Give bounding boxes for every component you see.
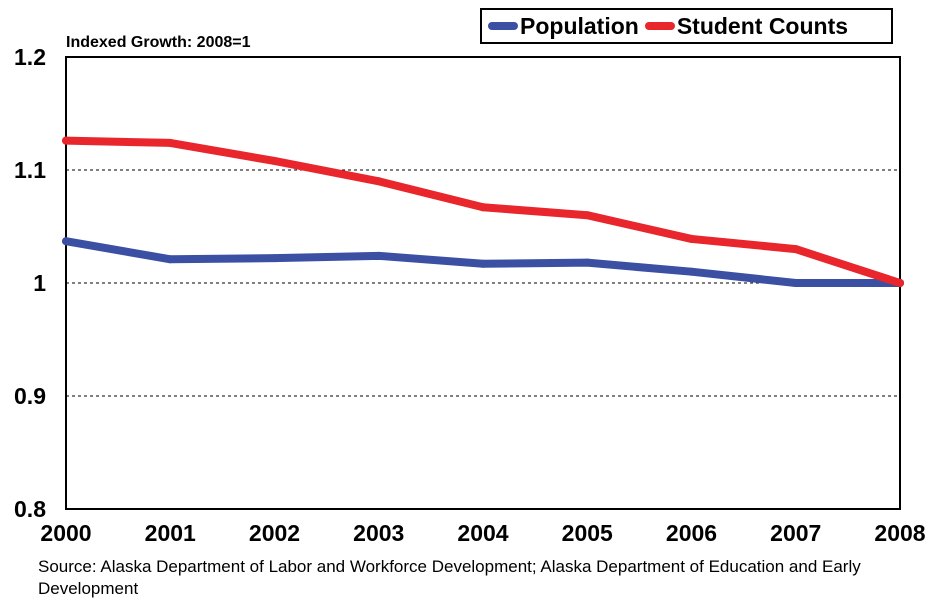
data-point-population-2000	[62, 237, 70, 246]
x-tick-label-2003: 2003	[353, 520, 404, 546]
x-tick-label-2002: 2002	[249, 520, 300, 546]
x-tick-label-2006: 2006	[666, 520, 717, 546]
legend-item-student-counts: Student Counts	[644, 12, 849, 40]
data-point-population-2001	[166, 255, 175, 264]
data-point-population-2007	[791, 279, 800, 287]
data-point-population-2006	[687, 267, 696, 276]
data-point-student-counts-2008	[896, 279, 904, 287]
data-point-student-counts-2003	[374, 177, 383, 186]
x-tick-label-2004: 2004	[457, 520, 508, 546]
legend: Population Student Counts	[480, 8, 893, 44]
x-tick-label-2000: 2000	[40, 520, 91, 546]
x-tick-label-2005: 2005	[562, 520, 613, 546]
data-point-population-2005	[583, 258, 592, 267]
x-axis-ticks: 2000 2001 2002 2003 2004 2005 2006 2007 2008	[40, 520, 925, 546]
legend-item-population: Population	[488, 13, 639, 40]
y-tick-label-3: 1.1	[14, 157, 46, 183]
data-point-population-2002	[270, 254, 279, 263]
x-tick-label-2008: 2008	[874, 520, 925, 546]
data-point-student-counts-2007	[791, 245, 800, 254]
y-tick-label-4: 1.2	[14, 44, 46, 70]
series-lines	[62, 136, 904, 287]
x-tick-label-2001: 2001	[145, 520, 196, 546]
x-tick-label-2007: 2007	[770, 520, 821, 546]
legend-swatch-student-counts	[644, 22, 675, 30]
data-point-population-2003	[374, 251, 383, 260]
gridlines	[66, 169, 900, 397]
y-tick-label-0: 0.8	[14, 496, 46, 522]
legend-label-student-counts: Student Counts	[676, 12, 849, 39]
y-axis-ticks: 0.8 0.9 1 1.1 1.2	[14, 44, 46, 522]
data-point-student-counts-2005	[583, 211, 592, 220]
data-point-student-counts-2000	[62, 136, 70, 145]
source-note: Source: Alaska Department of Labor and W…	[38, 557, 861, 598]
data-point-student-counts-2001	[166, 138, 175, 147]
legend-label-population: Population	[520, 12, 639, 39]
data-point-population-2004	[479, 259, 487, 268]
data-point-student-counts-2006	[687, 234, 696, 243]
y-tick-label-2: 1	[33, 270, 46, 296]
chart-subtitle: Indexed Growth: 2008=1	[66, 34, 251, 51]
legend-swatch-population	[488, 22, 518, 30]
data-point-student-counts-2004	[479, 203, 487, 212]
y-tick-label-1: 0.9	[14, 383, 46, 409]
data-point-student-counts-2002	[270, 156, 279, 165]
